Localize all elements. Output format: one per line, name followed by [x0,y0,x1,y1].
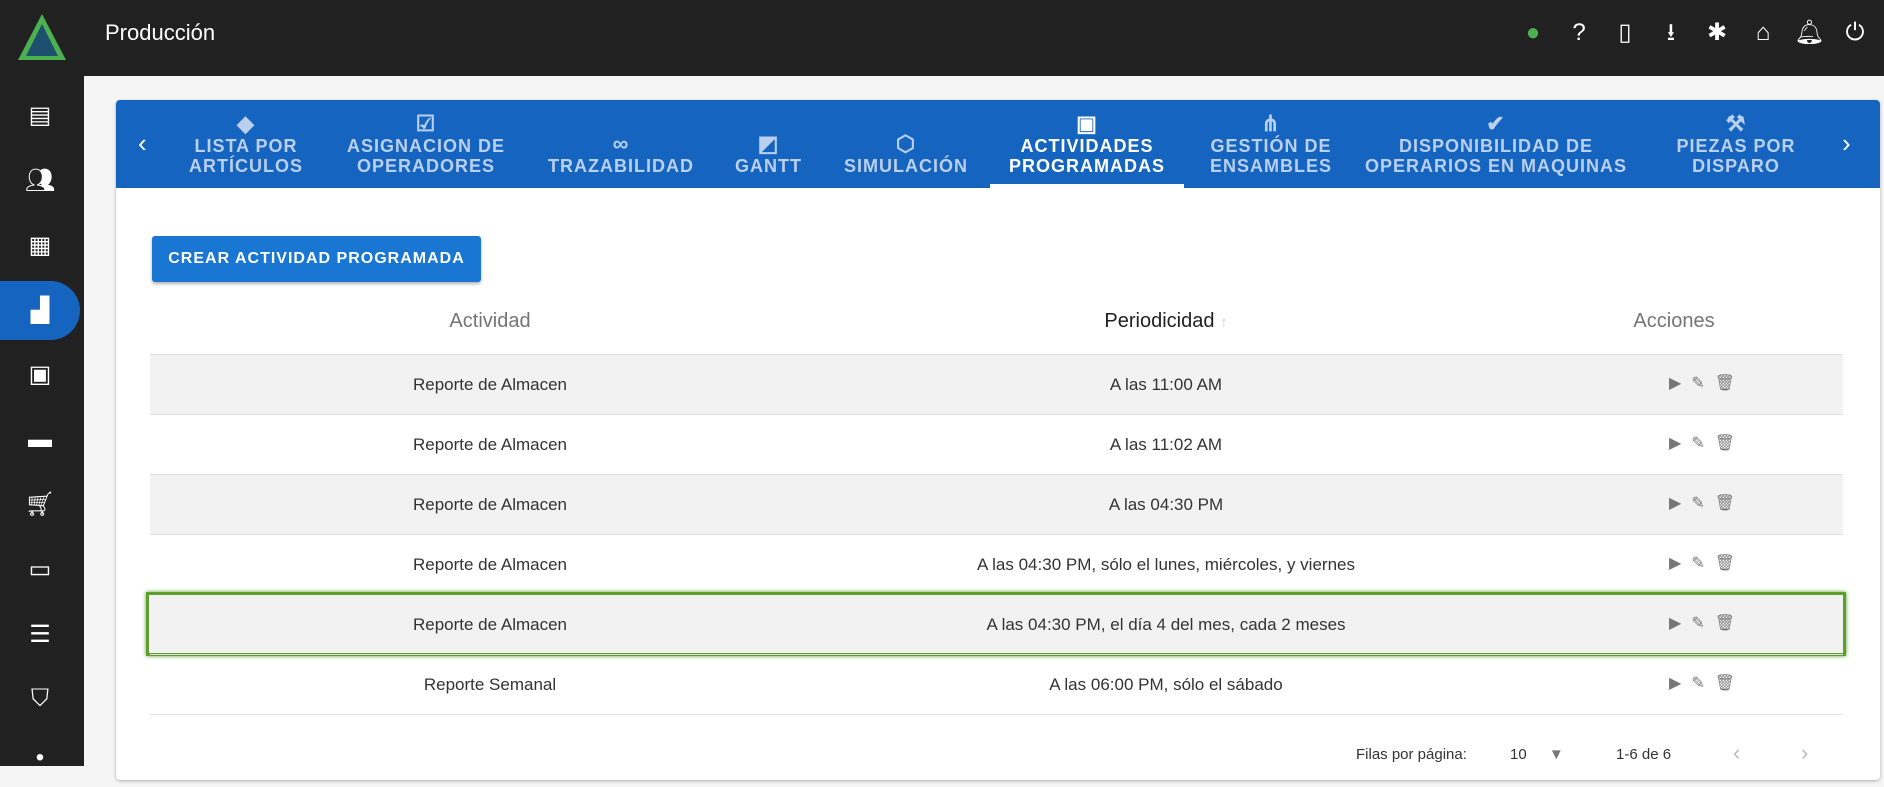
bug-icon[interactable]: ✱ [1706,19,1728,46]
toolbox-icon[interactable]: ▬ [28,426,52,453]
tag-icon: ◆ [237,111,255,136]
tab-simulacion[interactable]: ⬡ SIMULACIÓN [844,131,968,177]
app-logo [18,14,66,60]
home-icon[interactable]: ⌂ [1755,19,1771,46]
tab-disponibilidad-operarios[interactable]: ✔ DISPONIBILIDAD DE OPERARIOS EN MAQUINAS [1364,111,1628,177]
edit-icon[interactable]: ✎ [1691,615,1705,632]
download-icon[interactable]: ⭳ [1666,19,1676,46]
newspaper-icon[interactable]: ▤ [28,102,52,129]
top-bar: Producción ● ? ▯ ⭳ ✱ ⌂ 🔔︎ ⏻ [0,0,1884,76]
periodicity-cell: A las 04:30 PM [1108,495,1224,514]
run-icon[interactable]: ▶ [1669,675,1682,692]
wrench-clock-icon: ⚒ [1725,111,1747,136]
create-activity-button[interactable]: CREAR ACTIVIDAD PROGRAMADA [152,236,481,282]
tab-lista-por-articulos[interactable]: ◆ LISTA POR ARTÍCULOS [189,111,303,177]
delete-icon[interactable]: 🗑︎ [1714,375,1736,392]
edit-icon[interactable]: ✎ [1691,675,1705,692]
sort-arrow-icon: ↑ [1220,314,1228,331]
rows-per-page-label: Filas por página: [1356,746,1467,763]
check-circle-icon: ✔ [1486,111,1506,136]
table-row: Reporte de Almacen A las 11:00 AM ▶ ✎ 🗑︎ [150,354,1843,414]
column-header-actions: Acciones [1633,310,1715,332]
tab-bar: ‹ ◆ LISTA POR ARTÍCULOS ☑ ASIGNACION DE OP… [116,100,1880,188]
next-page-icon[interactable]: › [1801,740,1809,765]
prev-page-icon[interactable]: ‹ [1733,740,1741,765]
delete-icon[interactable]: 🗑︎ [1714,495,1736,512]
table-row: Reporte de Almacen A las 11:02 AM ▶ ✎ 🗑︎ [150,414,1843,474]
calendar-clock-icon: ▣ [1076,111,1098,136]
table-bottom-divider [150,714,1843,715]
periodicity-cell: A las 11:00 AM [1109,375,1223,394]
edit-icon[interactable]: ✎ [1691,375,1705,392]
tabs-next-arrow-icon[interactable]: › [1842,128,1851,158]
periodicity-cell: A las 04:30 PM, el día 4 del mes, cada 2… [986,615,1346,634]
cart-icon[interactable]: 🛒︎ [24,491,56,518]
sidebar: ▤ 👥︎ ▦ ▟ ▣ ▬ 🛒︎ ▭ ☰ ⛉ • [0,76,84,771]
tab-gantt[interactable]: ◩ GANTT [735,131,802,177]
delete-icon[interactable]: 🗑︎ [1714,615,1736,632]
tab-asignacion-operadores[interactable]: ☑ ASIGNACION DE OPERADORES [346,111,505,177]
rows-per-page-select[interactable]: 10 ▼ [1510,746,1564,763]
delete-icon[interactable]: 🗑︎ [1714,555,1736,572]
activity-cell: Reporte Semanal [423,675,557,694]
edit-icon[interactable]: ✎ [1691,495,1705,512]
checklist-icon: ☑ [415,111,437,136]
tabs-prev-arrow-icon[interactable]: ‹ [138,128,147,158]
help-icon[interactable]: ? [1572,19,1586,46]
tab-gestion-ensambles[interactable]: ⋔ GESTIÓN DE ENSAMBLES [1209,111,1332,177]
activity-cell: Reporte de Almacen [412,375,568,394]
periodicity-cell: A las 04:30 PM, sólo el lunes, miércoles… [977,555,1355,574]
power-icon[interactable]: ⏻ [1845,19,1865,46]
globe-icon[interactable]: ● [1525,19,1541,46]
hub-icon: ⋔ [1261,111,1281,136]
factory-icon[interactable]: ▟ [0,281,80,340]
page-title: Producción [105,20,216,45]
dropdown-arrow-icon: ▼ [1548,746,1564,763]
warehouse-icon[interactable]: ▦ [28,232,52,259]
run-icon[interactable]: ▶ [1669,375,1682,392]
activity-cell: Reporte de Almacen [412,615,568,634]
periodicity-cell: A las 11:02 AM [1109,435,1223,454]
pagination-range: 1-6 de 6 [1616,746,1672,763]
people-icon[interactable]: 👥︎ [24,167,56,194]
periodicity-cell: A las 06:00 PM, sólo el sábado [1049,675,1283,694]
table-row: Reporte Semanal A las 06:00 PM, sólo el … [150,654,1843,714]
dot-icon[interactable]: • [35,744,45,771]
run-icon[interactable]: ▶ [1669,495,1682,512]
certificate-icon[interactable]: ▣ [28,361,52,388]
delete-icon[interactable]: 🗑︎ [1714,675,1736,692]
shield-icon[interactable]: ⛉ [31,685,49,712]
tab-piezas-por-disparo[interactable]: ⚒ PIEZAS POR DISPARO [1676,111,1796,177]
edit-icon[interactable]: ✎ [1691,555,1705,572]
run-icon[interactable]: ▶ [1669,555,1682,572]
table-row: Reporte de Almacen A las 04:30 PM, sólo … [150,534,1843,594]
cube-icon: ⬡ [895,131,917,156]
run-icon[interactable]: ▶ [1669,615,1682,632]
activity-cell: Reporte de Almacen [412,435,568,454]
activity-cell: Reporte de Almacen [412,495,568,514]
tab-actividades-programadas[interactable]: ▣ ACTIVIDADES PROGRAMADAS [990,100,1184,188]
sliders-icon[interactable]: ☰ [29,621,51,648]
column-header-periodicity[interactable]: Periodicidad ↑ [1104,310,1228,332]
content-card: ‹ ◆ LISTA POR ARTÍCULOS ☑ ASIGNACION DE OP… [116,100,1880,780]
book-icon[interactable]: ▯ [1618,19,1632,46]
table-row: Reporte de Almacen A las 04:30 PM ▶ ✎ 🗑︎ [150,474,1843,534]
cash-register-icon[interactable]: ▭ [28,556,52,583]
run-icon[interactable]: ▶ [1669,435,1682,452]
column-header-activity[interactable]: Actividad [449,310,531,332]
route-icon: ∞ [612,131,630,156]
delete-icon[interactable]: 🗑︎ [1714,435,1736,452]
edit-icon[interactable]: ✎ [1691,435,1705,452]
activity-cell: Reporte de Almacen [412,555,568,574]
bell-icon[interactable]: 🔔︎ [1794,19,1825,46]
chart-icon: ◩ [757,131,780,156]
highlighted-row-outline [146,592,1846,656]
tab-trazabilidad[interactable]: ∞ TRAZABILIDAD [548,131,694,177]
